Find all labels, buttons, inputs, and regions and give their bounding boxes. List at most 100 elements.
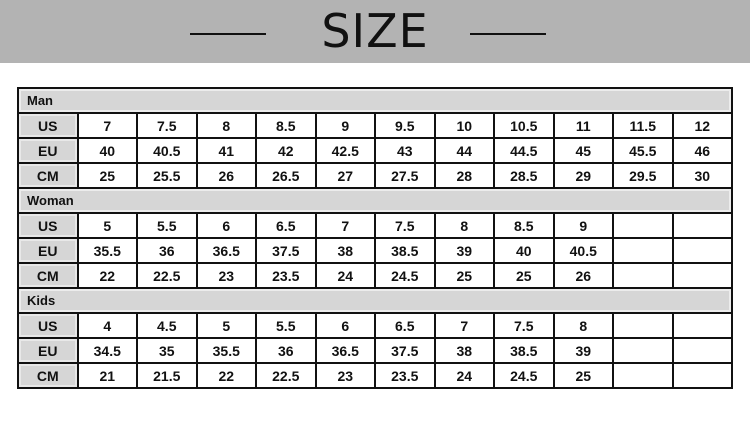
size-row: CM 22 22.5 23 23.5 24 24.5 25 25 26 bbox=[17, 262, 733, 289]
size-cell: 38 bbox=[433, 337, 495, 364]
size-cell: 42 bbox=[255, 137, 317, 164]
size-cell: 23.5 bbox=[255, 262, 317, 289]
size-cell bbox=[671, 362, 733, 389]
size-cell: 11.5 bbox=[612, 112, 674, 139]
size-cell: 29.5 bbox=[612, 162, 674, 189]
row-label: US bbox=[17, 312, 79, 339]
size-cell: 45.5 bbox=[612, 137, 674, 164]
size-cell: 23.5 bbox=[374, 362, 436, 389]
size-cell: 8 bbox=[552, 312, 614, 339]
size-cell: 8 bbox=[195, 112, 257, 139]
size-cell: 40.5 bbox=[136, 137, 198, 164]
size-cell: 5 bbox=[76, 212, 138, 239]
size-cell: 36.5 bbox=[314, 337, 376, 364]
size-row: US 7 7.5 8 8.5 9 9.5 10 10.5 11 11.5 12 bbox=[17, 112, 733, 139]
size-cell bbox=[612, 337, 674, 364]
size-cell: 39 bbox=[433, 237, 495, 264]
size-cell: 30 bbox=[671, 162, 733, 189]
row-label: EU bbox=[17, 237, 79, 264]
size-cell: 4 bbox=[76, 312, 138, 339]
section-title: Man bbox=[17, 87, 733, 114]
size-cell: 40 bbox=[493, 237, 555, 264]
size-cell: 9.5 bbox=[374, 112, 436, 139]
section-header-row: Kids bbox=[17, 287, 733, 314]
size-cell: 38.5 bbox=[374, 237, 436, 264]
size-cell: 6 bbox=[314, 312, 376, 339]
size-chart-table: Man US 7 7.5 8 8.5 9 9.5 10 10.5 11 11.5 12 EU 40 40.5 4… bbox=[17, 87, 733, 389]
size-cell: 6.5 bbox=[255, 212, 317, 239]
size-cell: 29 bbox=[552, 162, 614, 189]
size-cell: 26 bbox=[195, 162, 257, 189]
size-cell: 8.5 bbox=[493, 212, 555, 239]
size-cell: 26 bbox=[552, 262, 614, 289]
section-title: Woman bbox=[17, 187, 733, 214]
size-cell bbox=[671, 312, 733, 339]
size-cell: 37.5 bbox=[374, 337, 436, 364]
size-cell: 24 bbox=[433, 362, 495, 389]
size-cell: 25 bbox=[493, 262, 555, 289]
size-cell: 12 bbox=[671, 112, 733, 139]
size-cell: 25 bbox=[76, 162, 138, 189]
size-cell: 39 bbox=[552, 337, 614, 364]
size-row: CM 21 21.5 22 22.5 23 23.5 24 24.5 25 bbox=[17, 362, 733, 389]
size-cell: 35.5 bbox=[76, 237, 138, 264]
size-cell: 5.5 bbox=[136, 212, 198, 239]
size-row: CM 25 25.5 26 26.5 27 27.5 28 28.5 29 29.5 30 bbox=[17, 162, 733, 189]
row-label: CM bbox=[17, 162, 79, 189]
size-cell: 23 bbox=[195, 262, 257, 289]
size-cell: 4.5 bbox=[136, 312, 198, 339]
size-cell bbox=[671, 237, 733, 264]
row-label: CM bbox=[17, 362, 79, 389]
size-cell: 7 bbox=[433, 312, 495, 339]
size-cell: 21.5 bbox=[136, 362, 198, 389]
row-label: US bbox=[17, 212, 79, 239]
decorative-rule-right bbox=[470, 33, 546, 35]
size-cell: 9 bbox=[552, 212, 614, 239]
size-cell: 8 bbox=[433, 212, 495, 239]
size-cell: 36 bbox=[136, 237, 198, 264]
size-row: EU 35.5 36 36.5 37.5 38 38.5 39 40 40.5 bbox=[17, 237, 733, 264]
size-cell: 25 bbox=[552, 362, 614, 389]
size-cell: 7 bbox=[314, 212, 376, 239]
size-cell: 10.5 bbox=[493, 112, 555, 139]
size-cell: 6 bbox=[195, 212, 257, 239]
size-cell bbox=[612, 262, 674, 289]
size-cell: 41 bbox=[195, 137, 257, 164]
size-cell: 7 bbox=[76, 112, 138, 139]
size-cell: 35.5 bbox=[195, 337, 257, 364]
size-cell: 26.5 bbox=[255, 162, 317, 189]
size-cell: 35 bbox=[136, 337, 198, 364]
size-cell: 25 bbox=[433, 262, 495, 289]
size-row: EU 34.5 35 35.5 36 36.5 37.5 38 38.5 39 bbox=[17, 337, 733, 364]
size-cell: 21 bbox=[76, 362, 138, 389]
section-title: Kids bbox=[17, 287, 733, 314]
size-cell: 23 bbox=[314, 362, 376, 389]
row-label: EU bbox=[17, 137, 79, 164]
size-cell: 8.5 bbox=[255, 112, 317, 139]
size-cell: 45 bbox=[552, 137, 614, 164]
size-cell: 22.5 bbox=[255, 362, 317, 389]
header-banner: SIZE bbox=[0, 0, 750, 63]
size-cell: 40.5 bbox=[552, 237, 614, 264]
size-cell: 10 bbox=[433, 112, 495, 139]
size-cell: 7.5 bbox=[136, 112, 198, 139]
row-label: CM bbox=[17, 262, 79, 289]
section-header-row: Man bbox=[17, 87, 733, 114]
size-cell: 27.5 bbox=[374, 162, 436, 189]
size-cell: 6.5 bbox=[374, 312, 436, 339]
size-cell: 36.5 bbox=[195, 237, 257, 264]
size-cell bbox=[612, 362, 674, 389]
size-cell: 5 bbox=[195, 312, 257, 339]
size-cell: 11 bbox=[552, 112, 614, 139]
size-cell: 22.5 bbox=[136, 262, 198, 289]
size-cell: 28.5 bbox=[493, 162, 555, 189]
size-cell: 24.5 bbox=[493, 362, 555, 389]
size-row: US 5 5.5 6 6.5 7 7.5 8 8.5 9 bbox=[17, 212, 733, 239]
size-cell: 42.5 bbox=[314, 137, 376, 164]
page-title: SIZE bbox=[321, 4, 429, 58]
decorative-rule-left bbox=[190, 33, 266, 35]
size-row: EU 40 40.5 41 42 42.5 43 44 44.5 45 45.5 46 bbox=[17, 137, 733, 164]
size-cell: 28 bbox=[433, 162, 495, 189]
size-row: US 4 4.5 5 5.5 6 6.5 7 7.5 8 bbox=[17, 312, 733, 339]
size-cell bbox=[671, 262, 733, 289]
